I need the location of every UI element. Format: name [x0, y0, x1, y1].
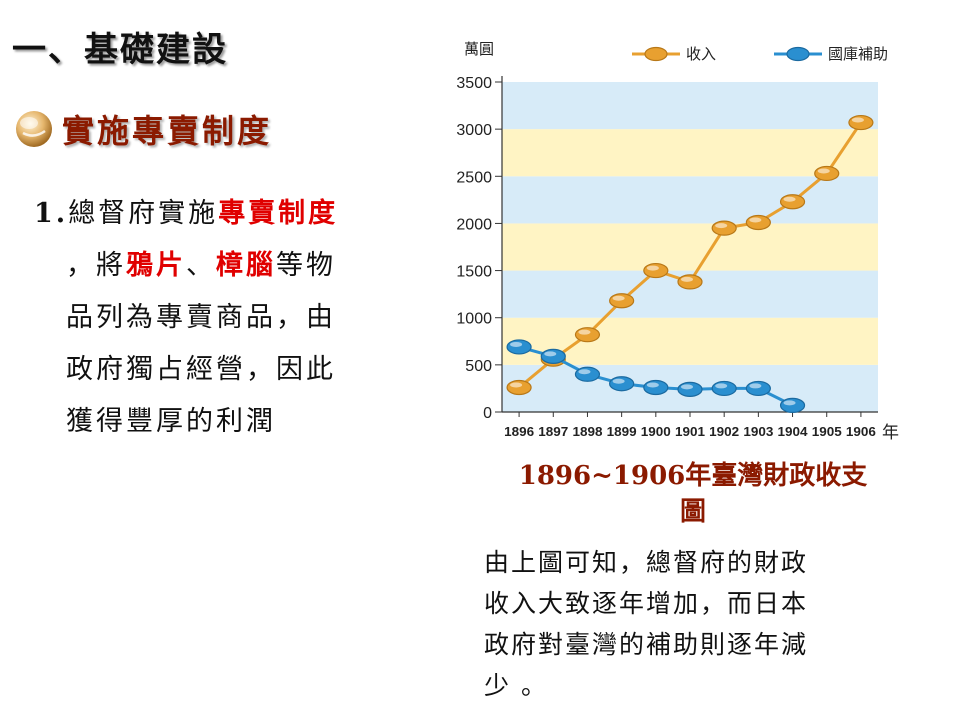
data-point [540, 348, 566, 364]
y-tick-label: 3000 [456, 122, 492, 139]
data-point [745, 214, 771, 231]
y-tick-label: 0 [483, 405, 492, 422]
data-point-shine [783, 400, 796, 406]
x-tick-label: 1896 [504, 424, 534, 439]
data-point [711, 380, 737, 397]
y-tick-label: 2000 [456, 216, 492, 233]
note-line-3: 政府對臺灣的補助則逐年減 [484, 630, 809, 659]
chart-caption-line-2: 圖 [679, 497, 706, 527]
data-point [609, 293, 635, 309]
data-point-shine [646, 382, 659, 388]
point-text-segment: 、 [186, 250, 216, 281]
chart-caption: 1896~1906年臺灣財政收支 圖 [478, 458, 908, 530]
point-text-segment: 等物 [276, 250, 336, 281]
point-line-4: 政府獨占經營，因此 [66, 354, 336, 385]
y-tick-label: 1000 [456, 311, 492, 328]
data-point [574, 366, 601, 382]
x-tick-label: 1898 [572, 424, 602, 439]
data-point [677, 274, 703, 290]
point-text: 1.總督府實施專賣制度 ，將鴉片、樟腦等物 品列為專賣商品，由 政府獨占經營，因… [34, 188, 404, 448]
data-point [848, 114, 874, 131]
data-point-shine [578, 369, 591, 375]
data-point-shine [510, 341, 523, 347]
data-point [574, 327, 601, 343]
data-point-shine [612, 378, 625, 384]
legend-label: 收入 [686, 46, 716, 63]
chart-explanation: 由上圖可知，總督府的財政 收入大致逐年增加，而日本 政府對臺灣的補助則逐年減 少… [484, 542, 904, 706]
data-point [506, 339, 532, 355]
plot-band [502, 82, 878, 130]
legend-swatch-marker [644, 46, 668, 62]
data-point-shine [510, 382, 523, 388]
x-tick-label: 1905 [812, 424, 842, 439]
data-point-shine [715, 383, 728, 389]
data-point-shine [612, 295, 625, 301]
data-point [711, 220, 737, 236]
point-number: 1. [34, 198, 69, 229]
data-point-shine [646, 265, 659, 271]
data-point [677, 381, 703, 397]
data-point-shine [681, 384, 693, 390]
x-tick-label: 1902 [709, 424, 739, 439]
x-tick-label: 1899 [607, 424, 637, 439]
data-point [609, 376, 635, 392]
data-point-shine [749, 217, 762, 223]
point-text-segment: 總督府實施 [68, 198, 219, 229]
data-point-shine [578, 329, 591, 335]
x-axis-label: 年 [882, 423, 899, 442]
note-line-4: 少 。 [484, 671, 548, 700]
data-point [643, 262, 669, 279]
x-tick-label: 1900 [641, 424, 671, 439]
y-axis-label: 萬圓 [464, 41, 494, 58]
plot-band [502, 129, 878, 177]
x-tick-label: 1897 [538, 424, 568, 439]
y-tick-label: 500 [465, 358, 492, 375]
x-tick-label: 1903 [743, 424, 773, 439]
section-heading-text: 實施專賣制度 [62, 112, 273, 150]
data-point [506, 379, 532, 396]
page-title: 一、基礎建設 [12, 30, 228, 70]
data-point-shine [749, 383, 762, 389]
data-point [779, 397, 806, 413]
x-tick-label: 1904 [778, 424, 809, 439]
y-tick-label: 3500 [456, 75, 492, 92]
data-point-shine [681, 276, 693, 282]
point-line-5: 獲得豐厚的利潤 [66, 406, 276, 437]
legend-swatch-marker [786, 46, 810, 62]
finance-line-chart: 0 500 1000 1500 2000 2500 3000 3500 1896 1897 1898… [456, 41, 899, 442]
x-tick-label: 1906 [846, 424, 876, 439]
x-tick-label: 1901 [675, 424, 705, 439]
point-line-3: 品列為專賣商品，由 [66, 302, 336, 333]
highlight-monopoly: 專賣制度 [218, 198, 339, 229]
note-line-2: 收入大致逐年增加，而日本 [484, 589, 809, 618]
point-line-1: 1.總督府實施專賣制度 [34, 188, 404, 240]
y-tick-label: 1500 [456, 264, 492, 281]
data-point [814, 165, 840, 182]
data-point-shine [544, 351, 557, 357]
data-point-shine [851, 117, 864, 123]
plot-band [502, 176, 878, 224]
bullet-orb-icon [16, 111, 52, 147]
point-line-2: ，將鴉片、樟腦等物 [34, 240, 404, 292]
data-point [779, 194, 806, 210]
plot-band [502, 223, 878, 271]
y-tick-label: 2500 [456, 169, 492, 186]
highlight-camphor: 樟腦 [216, 250, 276, 281]
section-heading: 實施專賣制度 [14, 104, 272, 154]
data-point-shine [715, 223, 728, 229]
data-point-shine [817, 168, 830, 174]
data-point-shine [783, 196, 796, 202]
legend-label: 國庫補助 [828, 46, 888, 63]
highlight-opium: 鴉片 [126, 250, 186, 281]
chart-caption-line-1: 1896~1906年臺灣財政收支 [518, 461, 868, 491]
data-point [643, 379, 669, 396]
point-text-segment: ，將 [66, 250, 126, 281]
data-point [745, 380, 771, 397]
note-line-1: 由上圖可知，總督府的財政 [484, 548, 809, 577]
